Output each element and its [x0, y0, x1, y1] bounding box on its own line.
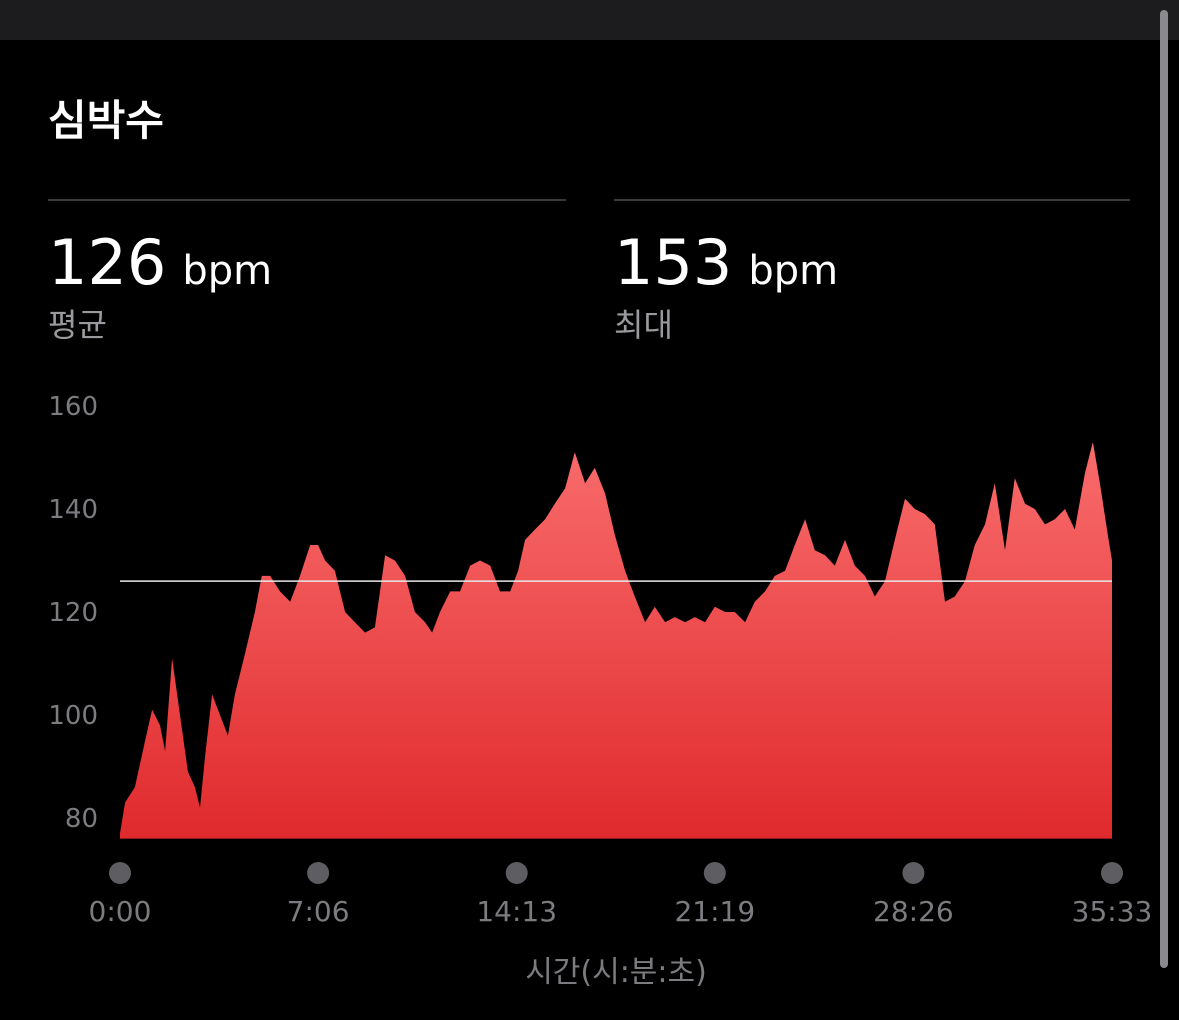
title: 심박수: [48, 96, 164, 145]
x-axis-title: 시간(시:분:초): [525, 955, 707, 990]
x-tick-dot: [109, 862, 131, 884]
y-tick-label: 140: [48, 495, 98, 525]
top-bar: [0, 0, 1179, 40]
y-tick-label: 100: [48, 701, 98, 731]
stat-label: 최대: [614, 306, 673, 344]
x-tick-label: 21:19: [674, 895, 755, 928]
x-tick-dot: [505, 862, 528, 884]
scrollbar[interactable]: [1160, 10, 1168, 968]
stat-number: 126: [48, 226, 166, 299]
x-tick-dot: [1101, 862, 1123, 884]
x-tick-label: 14:13: [476, 895, 557, 928]
y-tick-label: 80: [65, 804, 98, 834]
y-tick-label: 160: [48, 392, 98, 422]
x-tick-dot: [703, 862, 726, 884]
x-tick-label: 35:33: [1072, 895, 1153, 928]
x-tick-label: 28:26: [873, 895, 954, 928]
y-tick-label: 120: [48, 598, 98, 628]
x-tick-dot: [902, 862, 925, 884]
stat-unit: bpm: [182, 248, 272, 294]
stat-label: 평균: [48, 306, 107, 344]
x-tick-dot: [307, 862, 330, 884]
stat-value: 153 bpm: [614, 226, 838, 299]
x-tick-label: 7:06: [287, 895, 350, 928]
stat-number: 153: [614, 226, 732, 299]
x-tick-label: 0:00: [89, 895, 152, 928]
heart-rate-area: [120, 442, 1112, 839]
stat-unit: bpm: [748, 248, 838, 294]
stat-value: 126 bpm: [48, 226, 272, 299]
